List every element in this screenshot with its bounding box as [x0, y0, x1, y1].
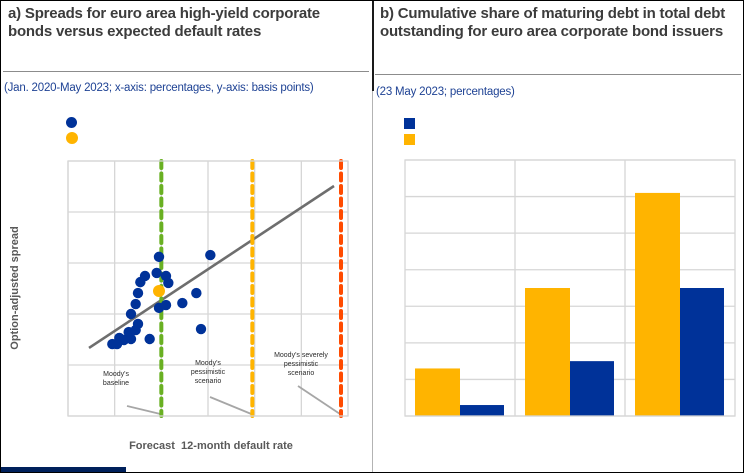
blue-dot-icon [66, 116, 77, 128]
scatter-point [125, 333, 137, 345]
panel-a-title: a) Spreads for euro area high-yield corp… [8, 5, 320, 41]
annotation-severely-pessimistic: Moody's severely pessimistic scenario [274, 352, 328, 378]
scatter-point [135, 276, 146, 288]
scatter-point [151, 267, 162, 279]
panel-b: b) Cumulative share of maturing debt in … [373, 1, 743, 472]
scatter-point [132, 287, 144, 299]
panel-divider [372, 1, 374, 91]
panel-b-legend [404, 115, 421, 147]
panel-b-title-rule [375, 74, 741, 75]
bar-blue [570, 361, 614, 416]
annotation-leader-line [126, 405, 161, 415]
scatter-point [153, 251, 165, 263]
panel-divider [372, 91, 373, 472]
scatter-point [205, 249, 216, 261]
scatter-point [163, 277, 174, 289]
panel-b-title: b) Cumulative share of maturing debt in … [380, 5, 726, 41]
legend-item [66, 114, 84, 130]
annotation-leader-line [297, 385, 341, 415]
bar-blue [680, 288, 724, 416]
plot-border [67, 160, 349, 417]
bar-blue [460, 405, 504, 416]
bottom-left-bar [1, 467, 126, 472]
scatter-point [160, 299, 172, 311]
legend-item [66, 130, 84, 146]
annotation-leader-line [209, 396, 252, 415]
blue-square-icon [404, 117, 415, 129]
legend-item [404, 115, 421, 131]
scatter-point [107, 338, 118, 350]
bar-yellow [415, 368, 460, 416]
scatter-point [191, 287, 202, 299]
scatter-point [195, 323, 207, 335]
x-axis-label: Forecast 12-month default rate [129, 440, 293, 452]
plot-border [404, 159, 736, 417]
scatter-point [144, 333, 155, 345]
yellow-square-icon [404, 133, 415, 145]
y-axis-label: Option-adjusted spread [9, 226, 21, 350]
scatter-point-highlight [153, 285, 165, 298]
legend-item [404, 131, 421, 147]
scatter-point [130, 324, 141, 336]
trend-line [88, 184, 335, 349]
bar-yellow [525, 288, 570, 416]
panel-a-subtitle: (Jan. 2020-May 2023; x-axis: percentages… [4, 82, 314, 94]
panel-a-title-rule [3, 71, 369, 72]
panel-a-legend [66, 114, 84, 146]
bar-chart [404, 159, 736, 417]
bar-yellow [635, 192, 680, 416]
panel-a: a) Spreads for euro area high-yield corp… [1, 1, 373, 472]
scatter-point [130, 298, 141, 310]
scatter-point [177, 297, 188, 309]
annotation-baseline: Moody's baseline [102, 371, 129, 388]
scatter-plot [67, 159, 349, 418]
annotation-pessimistic: Moody's pessimistic scenario [190, 360, 226, 386]
scatter-point [125, 308, 137, 320]
panel-b-subtitle: (23 May 2023; percentages) [376, 86, 515, 98]
yellow-dot-icon [66, 132, 78, 144]
